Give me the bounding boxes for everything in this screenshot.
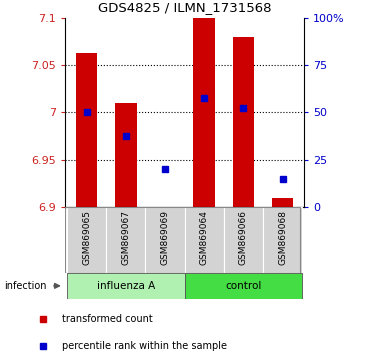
Bar [263,207,302,273]
Bar [224,207,263,273]
Text: GSM869069: GSM869069 [161,210,170,266]
Text: control: control [225,281,262,291]
Text: infection: infection [4,281,46,291]
Text: GSM869065: GSM869065 [82,210,91,266]
Bar [185,207,224,273]
Text: transformed count: transformed count [62,314,153,324]
Bar [106,207,145,273]
Bar [67,207,106,273]
Text: GSM869068: GSM869068 [278,210,287,266]
Bar [67,273,185,299]
Bar [233,36,254,207]
Text: GSM869066: GSM869066 [239,210,248,266]
Bar [76,53,97,207]
Bar [185,273,302,299]
Title: GDS4825 / ILMN_1731568: GDS4825 / ILMN_1731568 [98,1,271,14]
Text: GSM869067: GSM869067 [121,210,130,266]
Text: percentile rank within the sample: percentile rank within the sample [62,341,227,351]
Bar [193,18,215,207]
Text: GSM869064: GSM869064 [200,210,209,265]
Text: influenza A: influenza A [96,281,155,291]
Bar [272,198,293,207]
Bar [145,207,185,273]
Bar [115,103,137,207]
